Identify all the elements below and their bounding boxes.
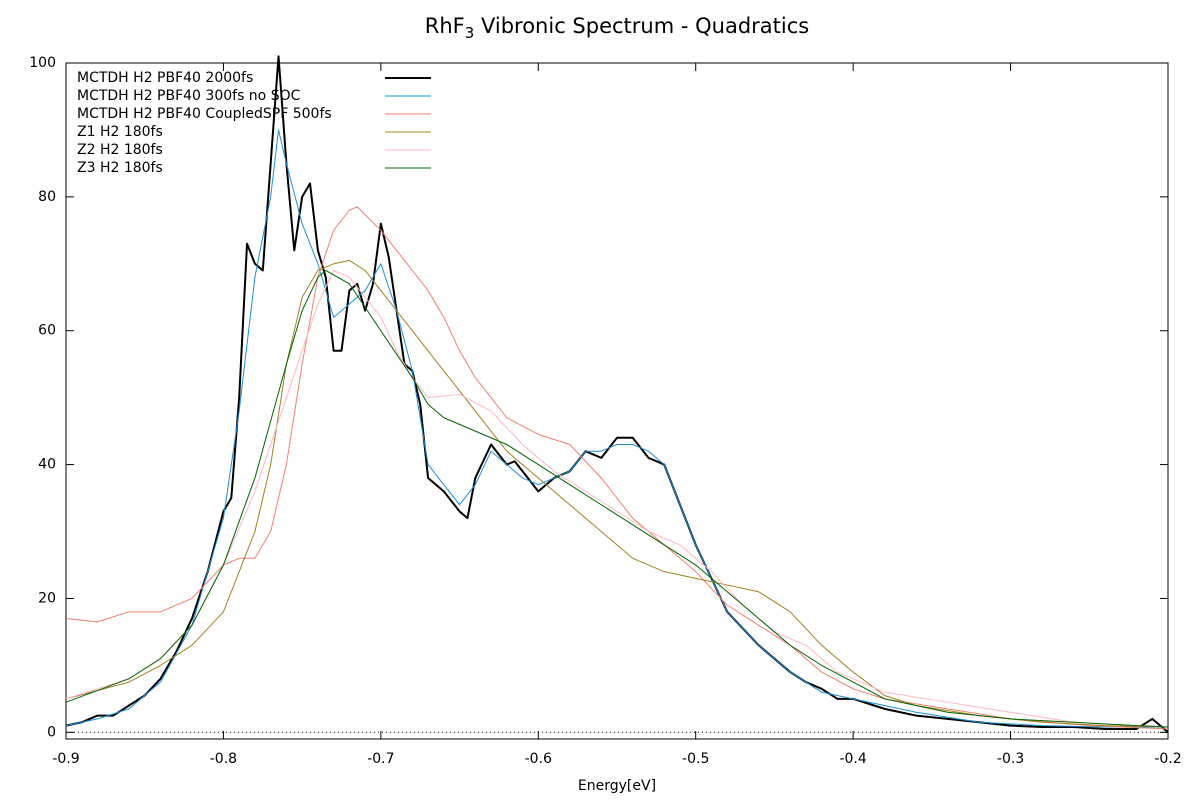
series-line <box>65 269 1169 728</box>
x-axis-label: Energy[eV] <box>578 778 656 794</box>
title-subscript: 3 <box>465 24 475 42</box>
y-tick-label: 80 <box>38 189 56 205</box>
title-text: RhF <box>425 14 465 38</box>
x-tick-label: -0.7 <box>367 751 394 767</box>
series-line <box>65 269 1169 728</box>
legend-label: Z1 H2 180fs <box>77 124 163 140</box>
x-tick-label: -0.2 <box>1154 751 1181 767</box>
x-tick-label: -0.4 <box>839 751 866 767</box>
x-tick-label: -0.6 <box>525 751 552 767</box>
series-line <box>65 129 1168 728</box>
legend-label: MCTDH H2 PBF40 300fs no SOC <box>77 88 301 104</box>
series-line <box>65 55 1169 734</box>
y-tick-label: 20 <box>38 590 56 606</box>
y-tick-label: 0 <box>47 724 56 740</box>
plot-frame <box>65 62 1169 740</box>
x-tick-label: -0.5 <box>682 751 709 767</box>
x-tick-label: -0.3 <box>997 751 1024 767</box>
title-text: Vibronic Spectrum - Quadratics <box>474 14 809 38</box>
series-line <box>65 259 1169 728</box>
legend-label: MCTDH H2 PBF40 CoupledSPF 500fs <box>77 106 332 122</box>
legend-label: Z3 H2 180fs <box>77 160 163 176</box>
legend-label: MCTDH H2 PBF40 2000fs <box>77 70 253 86</box>
x-tick-label: -0.8 <box>210 751 237 767</box>
legend-label: Z2 H2 180fs <box>77 142 163 158</box>
y-tick-label: 60 <box>38 323 56 339</box>
x-tick-label: -0.9 <box>52 751 79 767</box>
y-tick-label: 40 <box>38 457 56 473</box>
y-tick-label: 100 <box>29 55 56 71</box>
chart-title: RhF3 Vibronic Spectrum - Quadratics <box>425 14 809 42</box>
